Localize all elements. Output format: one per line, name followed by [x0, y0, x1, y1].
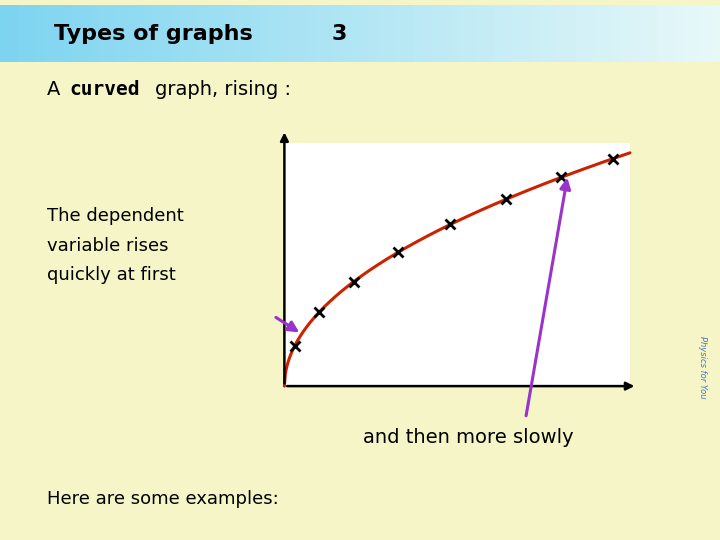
Text: A: A: [47, 79, 60, 99]
Bar: [612, 5, 621, 62]
Bar: [284, 143, 630, 386]
Bar: [117, 5, 126, 62]
Bar: [162, 5, 171, 62]
Text: variable rises: variable rises: [47, 237, 168, 255]
Bar: [45, 5, 54, 62]
Bar: [234, 5, 243, 62]
Bar: [639, 5, 648, 62]
Bar: [72, 5, 81, 62]
Bar: [198, 5, 207, 62]
Text: The dependent: The dependent: [47, 207, 184, 225]
Bar: [684, 5, 693, 62]
Bar: [432, 5, 441, 62]
Bar: [369, 5, 378, 62]
Bar: [27, 5, 36, 62]
Bar: [126, 5, 135, 62]
Text: and then more slowly: and then more slowly: [363, 428, 573, 447]
Bar: [189, 5, 198, 62]
Bar: [459, 5, 468, 62]
Bar: [414, 5, 423, 62]
Bar: [540, 5, 549, 62]
Bar: [63, 5, 72, 62]
Bar: [594, 5, 603, 62]
Bar: [576, 5, 585, 62]
Bar: [144, 5, 153, 62]
Bar: [90, 5, 99, 62]
Bar: [342, 5, 351, 62]
Bar: [54, 5, 63, 62]
Bar: [648, 5, 657, 62]
Bar: [279, 5, 288, 62]
Bar: [549, 5, 558, 62]
Bar: [531, 5, 540, 62]
Bar: [657, 5, 666, 62]
Bar: [423, 5, 432, 62]
Bar: [702, 5, 711, 62]
Bar: [99, 5, 108, 62]
Bar: [405, 5, 414, 62]
Bar: [441, 5, 450, 62]
Bar: [306, 5, 315, 62]
Bar: [477, 5, 486, 62]
Bar: [315, 5, 324, 62]
Bar: [621, 5, 630, 62]
Bar: [387, 5, 396, 62]
Bar: [270, 5, 279, 62]
Bar: [504, 5, 513, 62]
Bar: [108, 5, 117, 62]
Bar: [135, 5, 144, 62]
Bar: [18, 5, 27, 62]
Bar: [9, 5, 18, 62]
Bar: [288, 5, 297, 62]
Text: 3: 3: [331, 24, 346, 44]
Bar: [351, 5, 360, 62]
Text: curved: curved: [69, 79, 140, 99]
Bar: [216, 5, 225, 62]
Bar: [567, 5, 576, 62]
Bar: [333, 5, 342, 62]
Bar: [513, 5, 522, 62]
Text: graph, rising :: graph, rising :: [155, 79, 291, 99]
Text: Physics for You: Physics for You: [698, 336, 707, 399]
Bar: [243, 5, 252, 62]
Text: quickly at first: quickly at first: [47, 266, 176, 285]
Bar: [153, 5, 162, 62]
Bar: [630, 5, 639, 62]
Bar: [36, 5, 45, 62]
Bar: [495, 5, 504, 62]
Text: Here are some examples:: Here are some examples:: [47, 490, 279, 509]
Bar: [207, 5, 216, 62]
Bar: [558, 5, 567, 62]
Bar: [675, 5, 684, 62]
Bar: [666, 5, 675, 62]
Bar: [324, 5, 333, 62]
Bar: [180, 5, 189, 62]
Bar: [0, 5, 9, 62]
Bar: [522, 5, 531, 62]
Bar: [468, 5, 477, 62]
Bar: [225, 5, 234, 62]
Bar: [252, 5, 261, 62]
Bar: [171, 5, 180, 62]
Bar: [81, 5, 90, 62]
Bar: [693, 5, 702, 62]
Text: Types of graphs: Types of graphs: [54, 24, 253, 44]
Bar: [450, 5, 459, 62]
Bar: [711, 5, 720, 62]
Bar: [603, 5, 612, 62]
Bar: [396, 5, 405, 62]
Bar: [360, 5, 369, 62]
Bar: [378, 5, 387, 62]
Bar: [297, 5, 306, 62]
Bar: [261, 5, 270, 62]
Bar: [486, 5, 495, 62]
Bar: [585, 5, 594, 62]
